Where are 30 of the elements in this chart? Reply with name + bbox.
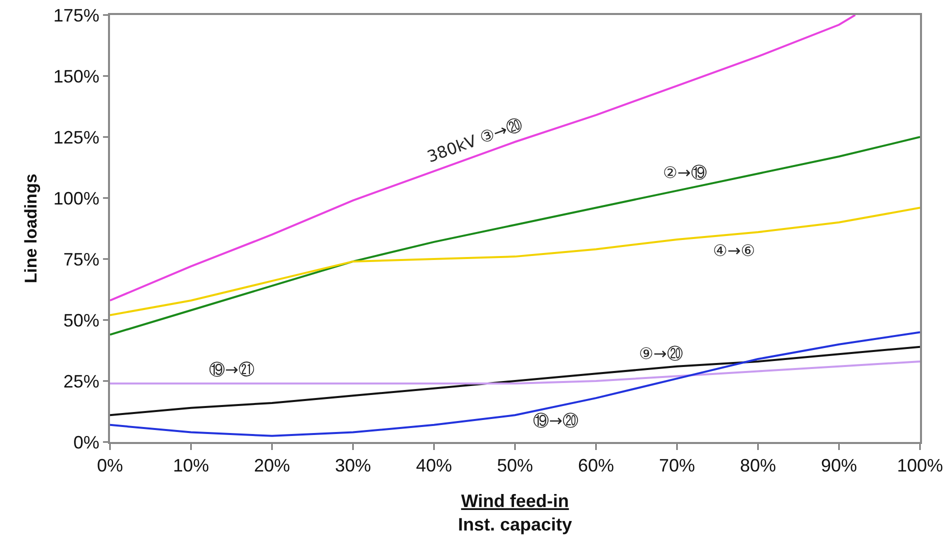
series-label: ④→⑥: [713, 241, 756, 260]
y-axis-title: Line loadings: [21, 174, 40, 284]
series-label: ⑨→⑳: [639, 344, 683, 363]
x-axis-title: Wind feed-in Inst. capacity: [458, 491, 572, 535]
x-tick-label: 50%: [496, 456, 534, 476]
line-series: [110, 206, 920, 316]
y-tick-label: 50%: [63, 310, 100, 330]
x-tick-label: 30%: [334, 456, 372, 476]
y-tick-label: 150%: [53, 66, 100, 86]
x-tick-label: 90%: [820, 456, 858, 476]
x-tick-label: 60%: [578, 456, 614, 476]
x-tick-label: 0%: [96, 456, 124, 476]
y-tick-label: 175%: [53, 5, 100, 26]
x-tick-label: 80%: [740, 456, 776, 476]
y-tick-label: 100%: [53, 188, 100, 208]
series-label: ⑲→⑳: [533, 411, 578, 430]
y-tick-label: 0%: [73, 432, 100, 452]
x-tick-label: 40%: [416, 456, 452, 476]
line-series: [110, 15, 856, 302]
line-series: [110, 360, 920, 384]
x-tick-label: 100%: [896, 456, 944, 476]
y-tick-label: 125%: [53, 127, 100, 148]
line-series: [110, 331, 920, 437]
series-label: ⑲→㉑: [209, 360, 254, 379]
x-tick-label: 70%: [658, 456, 696, 476]
y-tick-label: 75%: [63, 249, 100, 270]
y-tick-label: 25%: [63, 371, 100, 392]
series-label: ②→⑲: [663, 163, 707, 182]
x-tick-label: 20%: [254, 456, 290, 476]
x-tick-label: 10%: [172, 456, 210, 476]
